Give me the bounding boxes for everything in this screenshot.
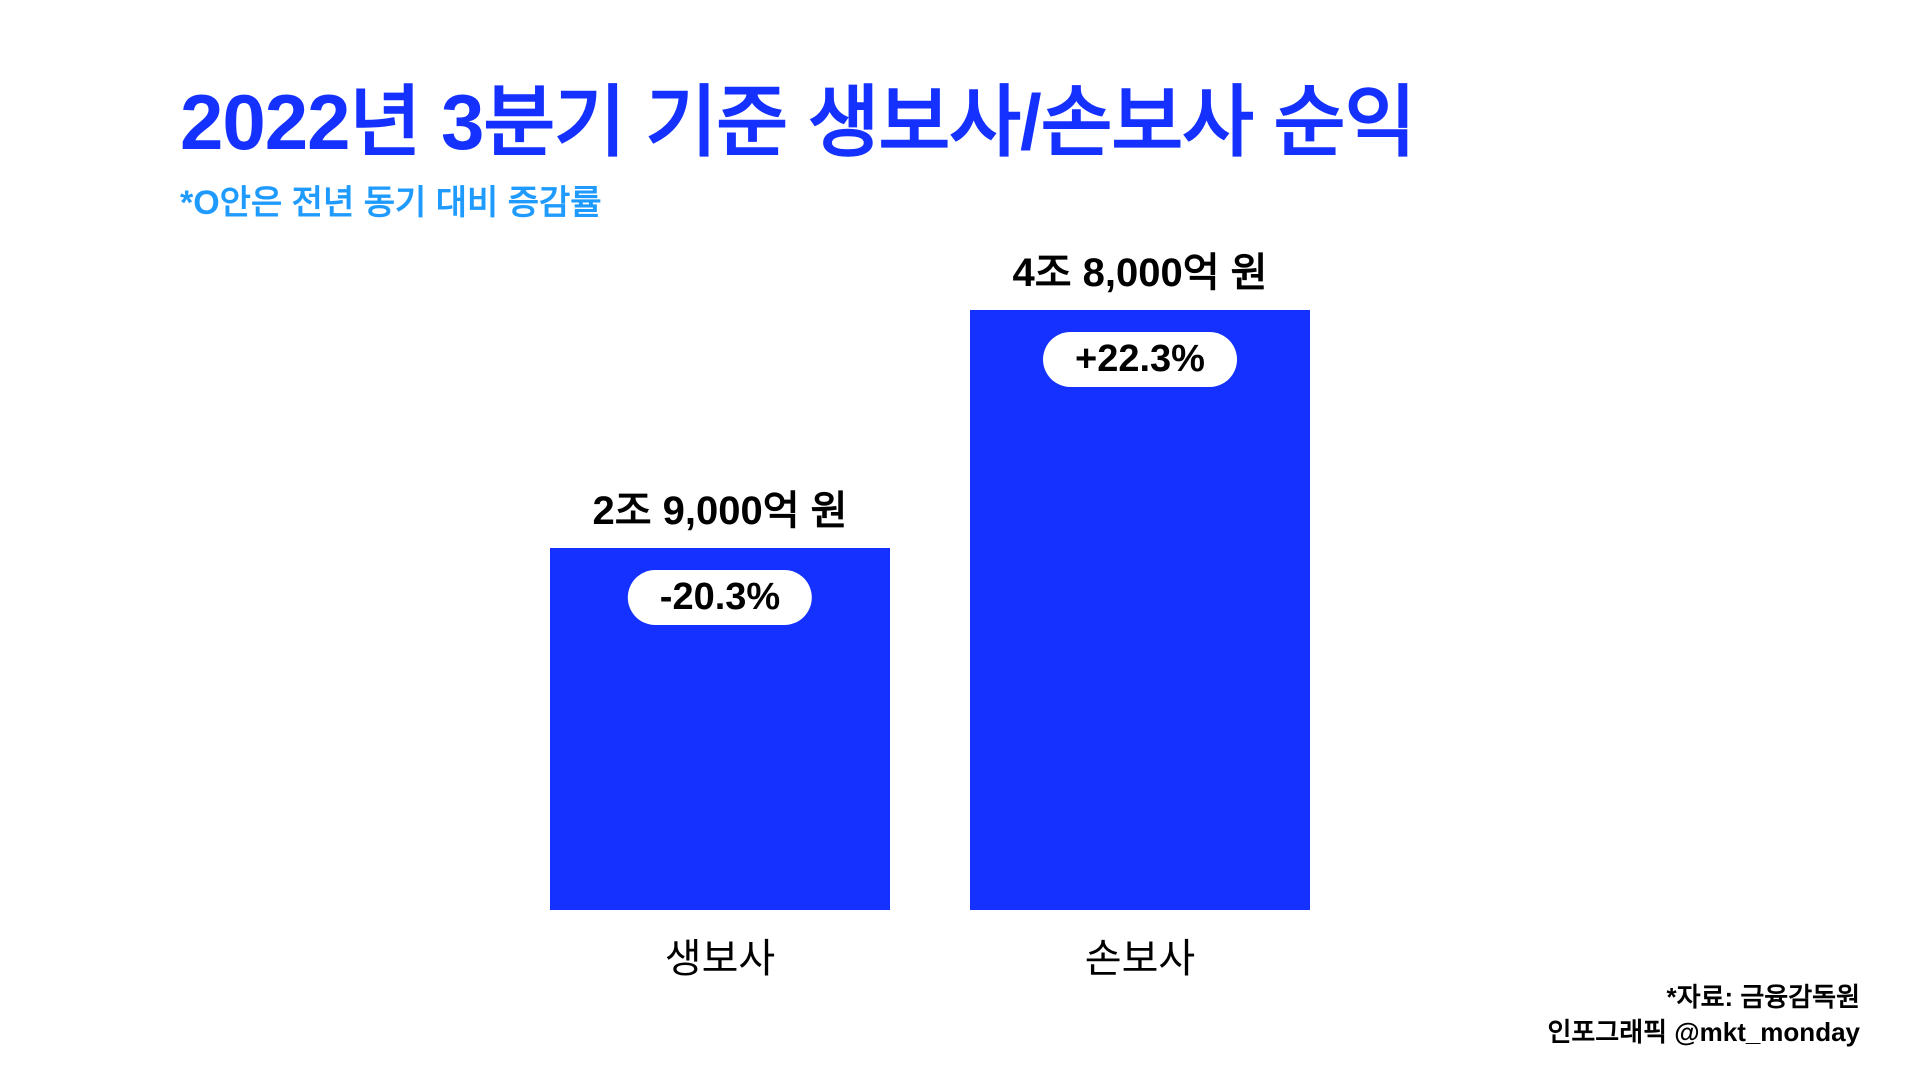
footer-credits: *자료: 금융감독원 인포그래픽 @mkt_monday — [1547, 980, 1860, 1050]
bar-value-label: 2조 9,000억 원 — [593, 478, 848, 536]
bar-category-label: 손보사 — [1085, 926, 1195, 984]
bar: +22.3% — [970, 310, 1310, 910]
footer-author: 인포그래픽 @mkt_monday — [1547, 1015, 1860, 1050]
bar: -20.3% — [550, 548, 890, 911]
bar-group: 4조 8,000억 원 +22.3% — [970, 240, 1310, 910]
chart-title: 2022년 3분기 기준 생보사/손보사 순익 — [180, 60, 1415, 172]
bar-value-label: 4조 8,000억 원 — [1013, 240, 1268, 298]
chart-subtitle: *O안은 전년 동기 대비 증감률 — [180, 175, 602, 224]
bar-group: 2조 9,000억 원 -20.3% — [550, 478, 890, 911]
footer-source: *자료: 금융감독원 — [1547, 980, 1860, 1015]
bar-chart: 2조 9,000억 원 -20.3% 4조 8,000억 원 +22.3% — [0, 240, 1920, 910]
change-pill: -20.3% — [628, 570, 812, 625]
bar-category-label: 생보사 — [665, 926, 775, 984]
change-pill: +22.3% — [1043, 332, 1237, 387]
